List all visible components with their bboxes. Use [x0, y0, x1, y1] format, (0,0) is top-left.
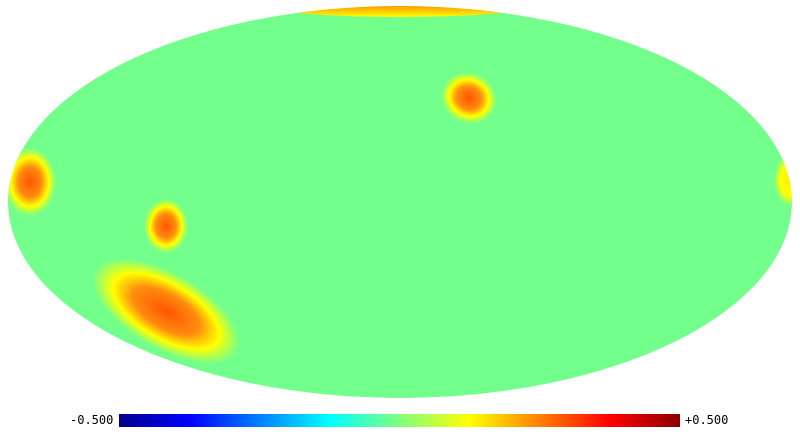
north-pole-cap — [270, 6, 530, 17]
sky-background — [8, 6, 792, 398]
colorbar-max-label: +0.500 — [685, 413, 729, 427]
large-lower-left-spot — [92, 258, 240, 364]
colorbar-min-label: -0.500 — [70, 413, 114, 427]
upper-right-spot — [441, 72, 497, 124]
left-edge-spot — [8, 148, 56, 216]
small-left-spot — [144, 199, 188, 253]
colorbar — [119, 414, 680, 427]
